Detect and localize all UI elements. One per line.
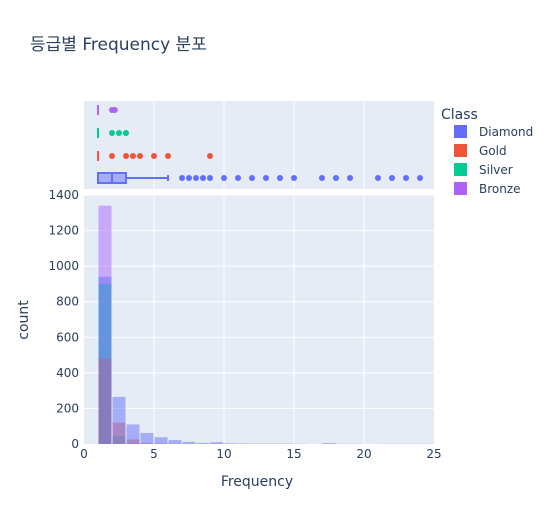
box-outlier-point[interactable] (319, 175, 325, 181)
box-outlier-point[interactable] (277, 175, 283, 181)
x-tick-label: 10 (216, 447, 231, 461)
chart-title: 등급별 Frequency 분포 (30, 35, 207, 55)
histogram-bar-diamond[interactable] (168, 440, 182, 444)
histogram-bar-diamond[interactable] (238, 443, 252, 444)
legend-item-gold[interactable]: Gold (454, 144, 507, 158)
histogram-bar-diamond[interactable] (126, 424, 140, 444)
x-tick-label: 20 (356, 447, 371, 461)
legend-item-bronze[interactable]: Bronze (454, 182, 521, 196)
legend-label: Diamond (479, 125, 533, 139)
y-tick-label: 600 (56, 330, 79, 344)
box-outlier-point[interactable] (116, 130, 122, 136)
box-outlier-point[interactable] (200, 175, 206, 181)
histogram-bar-diamond[interactable] (196, 442, 210, 444)
box-outlier-point[interactable] (221, 175, 227, 181)
legend-swatch (454, 182, 467, 195)
y-tick-label: 1000 (48, 259, 79, 273)
legend-swatch (454, 125, 467, 138)
box-outlier-point[interactable] (111, 107, 118, 113)
box-outlier-point[interactable] (179, 175, 185, 181)
y-tick-label: 400 (56, 366, 79, 380)
x-tick-label: 25 (426, 447, 441, 461)
box-outlier-point[interactable] (186, 175, 192, 181)
legend-item-silver[interactable]: Silver (454, 163, 513, 177)
histogram-bar-diamond[interactable] (322, 443, 336, 444)
box-panel-grid (153, 101, 365, 189)
box-outlier-point[interactable] (333, 175, 339, 181)
box-outlier-point[interactable] (235, 175, 241, 181)
y-axis-title: count (16, 300, 32, 340)
y-tick-label: 1200 (48, 224, 79, 238)
box-outlier-point[interactable] (291, 175, 297, 181)
x-axis-title: Frequency (221, 474, 293, 490)
box-outlier-point[interactable] (207, 175, 213, 181)
box-outlier-point[interactable] (109, 130, 115, 136)
box-outlier-point[interactable] (347, 175, 353, 181)
x-axis-ticks: 0 5 10 15 20 25 (80, 447, 441, 461)
box-outlier-point[interactable] (375, 175, 381, 181)
box-outlier-point[interactable] (123, 130, 129, 136)
y-tick-label: 200 (56, 401, 79, 415)
box-outlier-point[interactable] (417, 175, 423, 181)
y-tick-label: 800 (56, 295, 79, 309)
histogram-bar-diamond[interactable] (112, 396, 126, 444)
box-plots (97, 105, 423, 184)
histogram-panel-background (84, 195, 434, 444)
box-outlier-point[interactable] (123, 153, 129, 159)
histogram-bar-diamond[interactable] (224, 443, 238, 444)
histogram-bar-diamond[interactable] (98, 276, 112, 444)
box-outlier-point[interactable] (137, 153, 143, 159)
box-outlier-point[interactable] (151, 153, 157, 159)
box-outlier-point[interactable] (263, 175, 269, 181)
box-plot-gold[interactable] (97, 151, 213, 161)
histogram-bar-diamond[interactable] (210, 442, 224, 444)
histogram-bar-diamond[interactable] (182, 441, 196, 444)
legend-label: Gold (479, 144, 507, 158)
histogram-bar-diamond[interactable] (140, 432, 154, 444)
box-outlier-point[interactable] (403, 175, 409, 181)
legend-label: Bronze (479, 182, 521, 196)
box-outlier-point[interactable] (193, 175, 199, 181)
box-plot-diamond[interactable] (97, 172, 423, 184)
box-outlier-point[interactable] (249, 175, 255, 181)
box-plot-bronze[interactable] (97, 105, 118, 115)
legend-title: Class (441, 107, 478, 123)
box-outlier-point[interactable] (207, 153, 213, 159)
box-outlier-point[interactable] (130, 153, 136, 159)
x-tick-label: 5 (150, 447, 158, 461)
histogram-grid (84, 194, 434, 444)
y-tick-label: 1400 (48, 188, 79, 202)
legend-item-diamond[interactable]: Diamond (454, 125, 533, 139)
x-tick-label: 0 (80, 447, 88, 461)
box-plot-silver[interactable] (97, 128, 129, 138)
histogram-bars (98, 205, 434, 444)
legend-swatch (454, 144, 467, 157)
box-panel-background (84, 101, 434, 189)
box-outlier-point[interactable] (109, 153, 115, 159)
legend[interactable]: Diamond Gold Silver Bronze (454, 125, 533, 196)
box-outlier-point[interactable] (389, 175, 395, 181)
histogram-bar-diamond[interactable] (154, 437, 168, 444)
legend-label: Silver (479, 163, 513, 177)
y-axis-ticks: 0 200 400 600 800 1000 1200 1400 (48, 188, 79, 451)
y-tick-label: 0 (71, 437, 79, 451)
box-outlier-point[interactable] (165, 153, 171, 159)
legend-swatch (454, 163, 467, 176)
x-tick-label: 15 (286, 447, 301, 461)
